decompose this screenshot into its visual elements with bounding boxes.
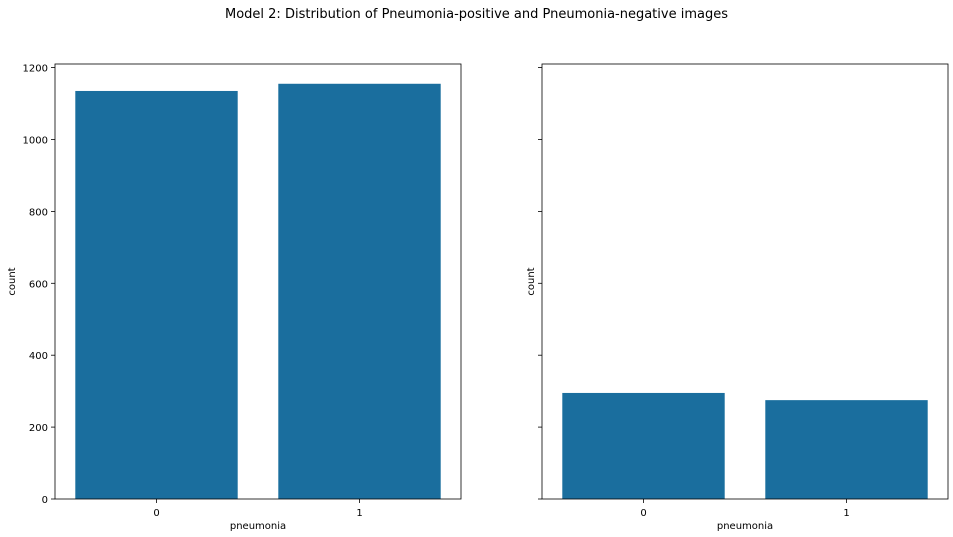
y-tick-label: 400	[29, 351, 48, 362]
bar-1	[765, 400, 928, 499]
y-tick-label: 600	[29, 279, 48, 290]
x-tick-label: 0	[640, 508, 646, 519]
axes-frame	[54, 63, 462, 500]
y-tick-label: 800	[29, 207, 48, 218]
x-axis-label: pneumonia	[717, 521, 773, 532]
y-tick-label: 1000	[23, 135, 48, 146]
subplot-1: 0 200 400 600 800 1000 1200 0 1 pneumonia count	[7, 63, 462, 532]
y-axis-label: count	[526, 267, 537, 295]
axes-frame	[541, 63, 949, 500]
bar-0	[75, 90, 238, 500]
y-tick-label: 1200	[23, 64, 48, 75]
bar-1	[278, 83, 441, 499]
y-axis-label: count	[7, 267, 18, 295]
x-axis-label: pneumonia	[230, 521, 286, 532]
y-tick-label: 0	[42, 495, 48, 506]
bar-0	[562, 392, 725, 499]
figure-title: Model 2: Distribution of Pneumonia-posit…	[225, 7, 728, 22]
x-tick-label: 1	[843, 508, 849, 519]
y-tick-label: 200	[29, 423, 48, 434]
x-tick-label: 0	[153, 508, 159, 519]
x-tick-label: 1	[356, 508, 362, 519]
subplot-2: 0 1 pneumonia count	[526, 63, 949, 532]
